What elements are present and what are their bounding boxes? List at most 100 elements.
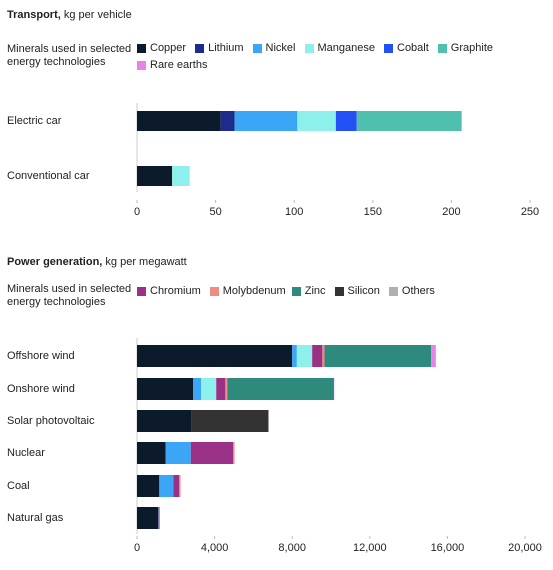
bar-segment <box>137 345 293 367</box>
chart-subtitle: kg per vehicle <box>63 9 132 21</box>
legend: Chromium Molybdenum Zinc Silicon Others <box>137 285 537 298</box>
legend-item: Nickel <box>252 42 296 55</box>
bar-segment <box>137 166 173 186</box>
bar-segment <box>190 442 234 464</box>
bar-segment <box>137 378 194 400</box>
bar-segment <box>137 507 159 529</box>
category-label: Solar photovoltaic <box>7 415 95 427</box>
bar-segment <box>292 345 297 367</box>
legend-label: Copper <box>150 42 187 54</box>
category-label: Onshore wind <box>7 383 75 395</box>
x-tick-label: 12,000 <box>353 542 387 554</box>
bar-segment <box>324 345 432 367</box>
legend-item: Lithium <box>195 42 244 55</box>
legend-title: Minerals used in selected energy technol… <box>7 283 132 308</box>
chart-title-line: Power generation, kg per megawatt <box>7 256 187 269</box>
category-label: Electric car <box>7 115 62 127</box>
legend-swatch <box>384 44 393 53</box>
legend-label: Graphite <box>450 42 493 54</box>
legend-label: Nickel <box>265 42 296 54</box>
bar-segment <box>137 442 166 464</box>
bar-segment <box>179 475 181 497</box>
chart-subtitle: kg per megawatt <box>105 256 187 268</box>
bar-segment <box>322 345 325 367</box>
bar-segment <box>227 378 334 400</box>
bar-segment <box>159 475 174 497</box>
legend-label: Cobalt <box>397 42 429 54</box>
bar-segment <box>296 345 313 367</box>
legend-item: Cobalt <box>384 42 429 55</box>
bar-segment <box>193 378 202 400</box>
bar-segment <box>191 410 269 432</box>
x-tick-label: 150 <box>364 206 382 218</box>
x-tick-label: 0 <box>134 206 140 218</box>
bar-segment <box>233 442 235 464</box>
legend-item: Manganese <box>304 42 376 55</box>
x-tick-label: 100 <box>285 206 303 218</box>
legend-swatch <box>195 44 205 53</box>
legend-swatch <box>304 44 314 53</box>
legend-label: Silicon <box>347 285 380 297</box>
legend-title: Minerals used in selected energy technol… <box>7 43 132 68</box>
legend-swatch <box>334 287 344 296</box>
chart-title: Power generation, <box>7 256 103 268</box>
legend-swatch <box>137 44 146 53</box>
bar-segment <box>356 111 461 131</box>
legend-item: Graphite <box>437 42 493 55</box>
chart-title: Transport, <box>7 9 61 21</box>
x-tick-label: 8,000 <box>278 542 306 554</box>
x-tick-label: 50 <box>209 206 221 218</box>
chart-title-line: Transport, kg per vehicle <box>7 9 132 22</box>
category-label: Natural gas <box>7 512 64 524</box>
legend-label: Chromium <box>150 285 201 297</box>
legend-swatch <box>209 287 219 296</box>
bar-segment <box>297 111 336 131</box>
legend-item: Chromium <box>137 285 201 298</box>
legend: Copper Lithium Nickel Manganese Cobalt Graphi… <box>137 42 547 72</box>
bar-segment <box>158 507 160 529</box>
legend-label: Rare earths <box>150 59 208 71</box>
bar-segment <box>201 378 217 400</box>
legend-item: Zinc <box>291 285 326 298</box>
bar-segment <box>172 166 190 186</box>
category-label: Nuclear <box>7 447 45 459</box>
bar-segment <box>335 111 357 131</box>
legend-item: Others <box>388 285 435 298</box>
legend-swatch <box>291 287 301 296</box>
bar-segment <box>137 475 160 497</box>
bar-segment <box>460 111 462 131</box>
bar-segment <box>312 345 323 367</box>
legend-item: Copper <box>137 42 186 55</box>
legend-label: Others <box>401 285 435 297</box>
legend-item: Rare earths <box>137 59 207 72</box>
legend-swatch <box>137 287 146 296</box>
bar-segment <box>216 378 226 400</box>
bar-segment <box>234 111 298 131</box>
bar-segment <box>173 475 180 497</box>
category-label: Coal <box>7 480 30 492</box>
bar-segment <box>137 111 221 131</box>
legend-label: Molybdenum <box>222 285 286 297</box>
x-tick-label: 250 <box>521 206 539 218</box>
bar-segment <box>165 442 191 464</box>
bar-segment <box>225 378 228 400</box>
legend-item: Silicon <box>334 285 380 298</box>
legend-swatch <box>252 44 262 53</box>
x-tick-label: 20,000 <box>508 542 542 554</box>
legend-swatch <box>137 61 146 70</box>
bar-segment <box>431 345 436 367</box>
x-tick-label: 4,000 <box>201 542 229 554</box>
legend-item: Molybdenum <box>209 285 286 298</box>
x-tick-label: 0 <box>134 542 140 554</box>
legend-label: Lithium <box>208 42 244 54</box>
legend-label: Manganese <box>317 42 376 54</box>
legend-swatch <box>388 287 398 296</box>
x-tick-label: 200 <box>442 206 460 218</box>
category-label: Offshore wind <box>7 350 75 362</box>
legend-label: Zinc <box>304 285 326 297</box>
bar-segment <box>220 111 235 131</box>
bar-segment <box>137 410 192 432</box>
legend-swatch <box>437 44 447 53</box>
